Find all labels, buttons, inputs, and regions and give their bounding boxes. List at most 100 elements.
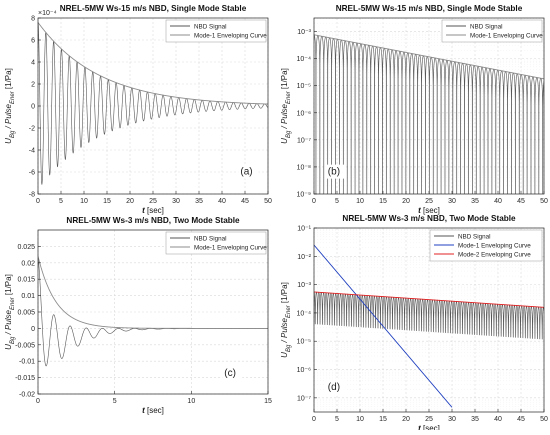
y-axis-label: UBg / PulseEner [1/Pa] <box>4 274 16 350</box>
x-tick-label: 5 <box>335 198 339 205</box>
y-tick-label: 10⁻⁶ <box>297 367 311 374</box>
x-tick-label: 25 <box>425 198 433 205</box>
legend-label: Mode-2 Enveloping Curve <box>458 251 531 258</box>
x-tick-label: 20 <box>402 198 410 205</box>
x-tick-label: 50 <box>540 416 548 423</box>
y-tick-label: -0.02 <box>19 392 35 399</box>
y-tick-label: 0 <box>31 104 35 111</box>
y-tick-label: 0.01 <box>21 293 35 300</box>
x-tick-label: 40 <box>494 198 502 205</box>
legend-box <box>441 19 543 43</box>
x-tick-label: 45 <box>517 198 525 205</box>
y-tick-label: -0.01 <box>19 359 35 366</box>
y-tick-label: 0.005 <box>17 310 35 317</box>
x-tick-label: 5 <box>113 398 117 405</box>
y-tick-label: -2 <box>29 126 35 133</box>
x-tick-label: 15 <box>379 416 387 423</box>
x-tick-label: 10 <box>80 198 88 205</box>
legend-label: Mode-1 Enveloping Curve <box>458 242 531 249</box>
x-tick-label: 5 <box>335 416 339 423</box>
chart-panel-b: 0 5 10 15 20 25 30 35 40 45 50 10⁻⁹ 10⁻⁸ 10⁻⁷ 10⁻⁶ 10⁻⁵… <box>280 4 548 215</box>
y-tick-label: 4 <box>31 60 35 67</box>
y-tick-label: 10⁻¹ <box>297 226 311 233</box>
series-line-mode-1-enveloping-curve <box>38 22 268 105</box>
series-line-mode-1-enveloping-curve <box>314 34 544 80</box>
panel-label: (d) <box>328 382 340 393</box>
y-tick-label: -8 <box>29 192 35 199</box>
legend-box <box>165 19 267 43</box>
legend-label: Mode-1 Enveloping Curve <box>470 32 543 39</box>
x-tick-label: 15 <box>379 198 387 205</box>
x-tick-label: 20 <box>402 416 410 423</box>
y-tick-label: 10⁻⁷ <box>297 137 311 144</box>
x-tick-label: 20 <box>126 198 134 205</box>
x-tick-label: 5 <box>59 198 63 205</box>
legend-label: NBD Signal <box>470 23 503 30</box>
y-tick-label: 6 <box>31 38 35 45</box>
x-tick-label: 15 <box>103 198 111 205</box>
series-line-nbd-signal <box>314 291 544 340</box>
chart-panel-c: 0 5 10 15 -0.02 -0.015 -0.01 -0.005 0 0.005 0.01 0.… <box>4 216 272 415</box>
x-tick-label: 30 <box>448 416 456 423</box>
y-tick-label: -0.015 <box>15 375 35 382</box>
legend-label: NBD Signal <box>458 233 491 240</box>
legend-label: NBD Signal <box>194 23 227 30</box>
x-axis-label: t [sec] <box>418 206 440 215</box>
y-axis-label: UBg / PulseEner [1/Pa] <box>280 282 292 358</box>
y-tick-label: 8 <box>31 16 35 23</box>
chart-title: NREL-5MW Ws-3 m/s NBD, Two Mode Stable <box>342 214 516 223</box>
panel-label-bg <box>325 164 346 179</box>
legend-box <box>429 229 543 262</box>
series-group <box>314 244 544 408</box>
x-axis-label: t [sec] <box>142 406 164 415</box>
x-tick-label: 35 <box>471 198 479 205</box>
y-tick-label: -6 <box>29 170 35 177</box>
x-tick-label: 40 <box>494 416 502 423</box>
panel-label: (a) <box>240 167 252 178</box>
x-tick-label: 45 <box>241 198 249 205</box>
y-tick-label: 2 <box>31 82 35 89</box>
y-tick-label: 0.015 <box>17 277 35 284</box>
x-tick-label: 0 <box>36 398 40 405</box>
panel-label: (b) <box>328 167 340 178</box>
series-line-nbd-signal <box>38 22 268 185</box>
y-tick-label: -4 <box>29 148 35 155</box>
series-group <box>38 22 268 185</box>
chart-panel-a: 0 5 10 15 20 25 30 35 40 45 50 -8 -6 -4 -2 0 2 4 6 8×10⁻⁴NR… <box>4 4 272 215</box>
x-tick-label: 25 <box>425 416 433 423</box>
x-tick-label: 10 <box>356 416 364 423</box>
x-tick-label: 15 <box>264 398 272 405</box>
y-axis-label: UBg / PulseEner [1/Pa] <box>4 68 16 144</box>
y-tick-label: 0.025 <box>17 244 35 251</box>
y-tick-label: -0.005 <box>15 342 35 349</box>
legend-label: Mode-1 Enveloping Curve <box>194 244 267 251</box>
y-tick-label: 10⁻⁴ <box>297 310 312 317</box>
x-tick-label: 30 <box>172 198 180 205</box>
y-tick-label: 10⁻⁵ <box>297 83 311 90</box>
chart-title: NREL-5MW Ws-15 m/s NBD, Single Mode Stab… <box>60 4 247 13</box>
panel-label-bg <box>238 164 259 179</box>
panel-label: (c) <box>224 368 236 379</box>
panel-label-bg <box>325 379 346 394</box>
y-tick-label: 10⁻⁶ <box>297 110 311 117</box>
y-tick-label: 10⁻⁴ <box>297 56 312 63</box>
series-line-mode-1-enveloping-curve <box>38 256 268 329</box>
y-tick-label: 10⁻² <box>297 254 311 261</box>
y-exponent-label: ×10⁻⁴ <box>38 10 57 17</box>
x-tick-label: 10 <box>187 398 195 405</box>
series-line-mode-1-enveloping-curve <box>314 244 453 408</box>
x-tick-label: 40 <box>218 198 226 205</box>
legend-label: Mode-1 Enveloping Curve <box>194 32 267 39</box>
y-tick-label: 10⁻⁷ <box>297 395 311 402</box>
x-tick-label: 0 <box>312 198 316 205</box>
y-tick-label: 0.02 <box>21 260 35 267</box>
series-group <box>314 34 544 194</box>
y-tick-label: 10⁻⁹ <box>297 192 311 199</box>
x-tick-label: 50 <box>264 198 272 205</box>
y-tick-label: 10⁻³ <box>297 29 311 36</box>
x-tick-label: 0 <box>36 198 40 205</box>
x-tick-label: 0 <box>312 416 316 423</box>
panel-label-bg <box>222 365 243 380</box>
